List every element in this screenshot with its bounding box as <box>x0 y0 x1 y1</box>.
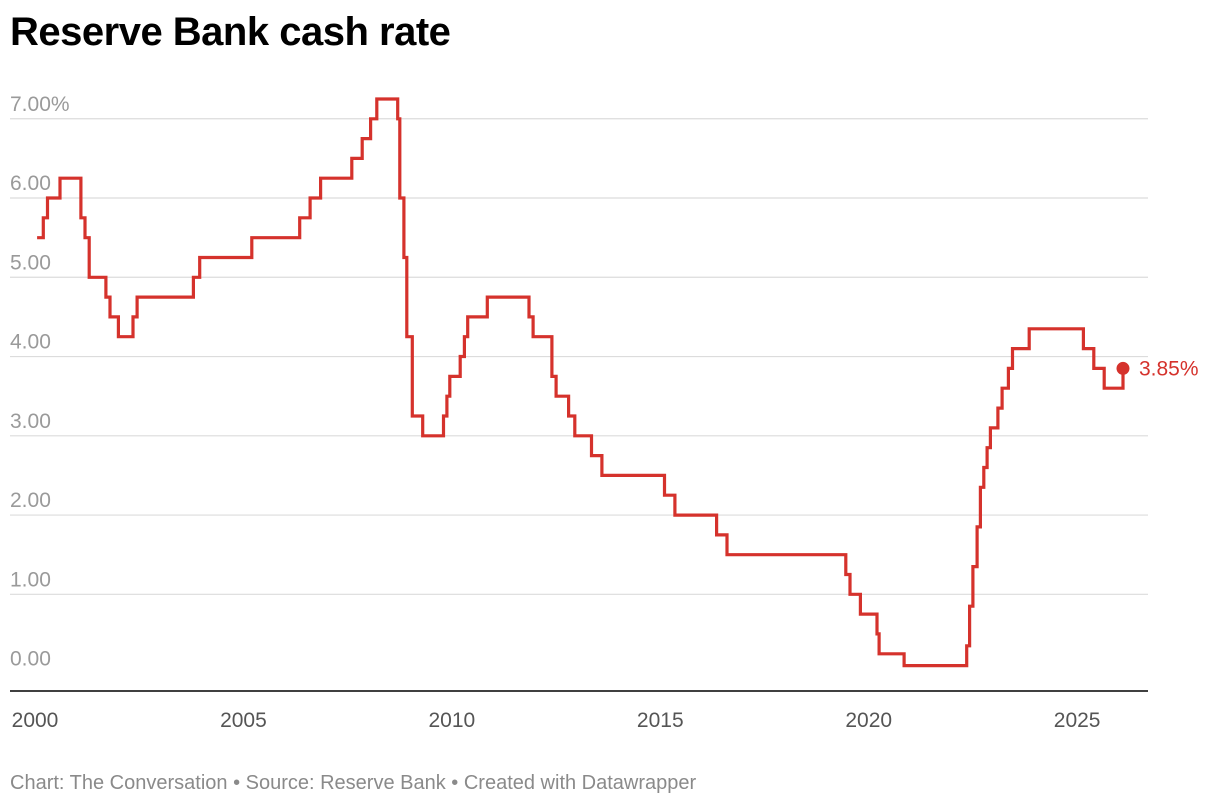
x-tick-label: 2025 <box>1054 709 1101 732</box>
x-tick-label: 2015 <box>637 709 684 732</box>
y-tick-label: 1.00 <box>10 568 51 591</box>
y-tick-label: 5.00 <box>10 251 51 274</box>
y-tick-label: 6.00 <box>10 172 51 195</box>
x-tick-label: 2005 <box>220 709 267 732</box>
y-tick-label: 0.00 <box>10 648 51 671</box>
gridlines <box>10 118 1148 595</box>
y-axis-labels: 0.00 1.00 2.00 3.00 4.00 5.00 6.00 7.00% <box>10 93 70 671</box>
series-group: 3.85% <box>37 97 1199 668</box>
x-tick-label: 2000 <box>12 709 59 732</box>
x-axis-labels: 2000 2005 2010 2015 2020 2025 <box>12 709 1101 732</box>
chart-title: Reserve Bank cash rate <box>10 10 451 54</box>
x-tick-label: 2020 <box>845 709 892 732</box>
end-point-marker <box>1116 361 1130 375</box>
end-value-label: 3.85% <box>1139 357 1199 380</box>
chart-footer: Chart: The Conversation • Source: Reserv… <box>10 772 697 794</box>
y-tick-label: 2.00 <box>10 489 51 512</box>
y-tick-label: 7.00% <box>10 93 70 116</box>
cash-rate-line <box>37 97 1125 668</box>
y-tick-label: 4.00 <box>10 331 51 354</box>
y-tick-label: 3.00 <box>10 410 51 433</box>
x-tick-label: 2010 <box>429 709 476 732</box>
